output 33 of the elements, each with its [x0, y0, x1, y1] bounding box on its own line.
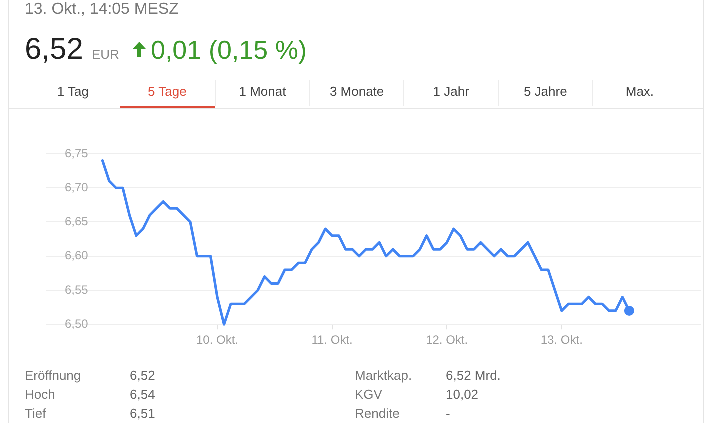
text: 6,52 Mrd.	[446, 368, 501, 384]
text: 1 Monat	[239, 83, 286, 101]
text: 6,52	[25, 33, 84, 67]
text: 1 Jahr	[433, 83, 470, 101]
text: 5 Tage	[148, 83, 187, 101]
text: KGV	[355, 387, 382, 403]
text: Marktkap.	[355, 368, 412, 384]
text: Eröffnung	[25, 368, 82, 384]
text: 5 Jahre	[524, 83, 568, 101]
x-tick-label: 12. Okt.	[426, 333, 468, 348]
x-tick-label: 13. Okt.	[540, 333, 583, 348]
text: Max.	[626, 83, 654, 101]
text: 10,02	[446, 387, 479, 403]
text: Hoch	[25, 387, 56, 403]
text: EUR	[92, 47, 120, 62]
text: 6,52	[130, 368, 156, 384]
y-tick-label: 6,70	[65, 180, 89, 194]
chart-title: 13. Okt., 14:05 MESZ	[25, 1, 179, 19]
y-tick-label: 6,60	[65, 248, 89, 263]
text: 1 Tag	[57, 83, 89, 101]
text: 0,01 (0,15 %)	[151, 35, 308, 65]
y-tick-label: 6,55	[65, 282, 89, 297]
y-tick-label: 6,75	[65, 146, 89, 160]
text: Tief	[25, 406, 46, 422]
x-tick-label: 11. Okt.	[312, 333, 353, 348]
y-tick-label: 6,50	[65, 316, 89, 331]
text: 6,51	[130, 406, 156, 422]
text: 3 Monate	[330, 83, 384, 101]
text: -	[446, 406, 450, 422]
x-tick-label: 10. Okt.	[196, 333, 239, 348]
text: 6,54	[130, 387, 156, 403]
text: Rendite	[355, 406, 400, 422]
y-tick-label: 6,65	[65, 214, 89, 229]
